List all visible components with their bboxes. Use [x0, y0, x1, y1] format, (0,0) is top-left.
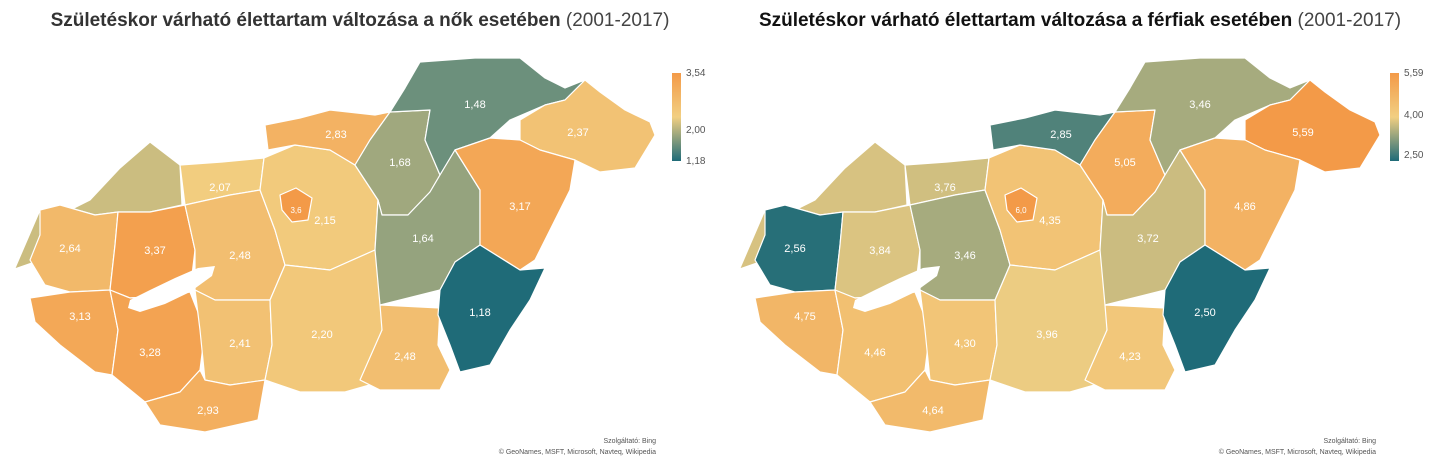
color-legend: 5,59 4,00 2,50: [1390, 68, 1440, 170]
county-value-label: 4,46: [864, 347, 885, 359]
map-title-years: (2001-2017): [1297, 10, 1402, 31]
county-value-label: 2,85: [1050, 129, 1071, 141]
county-value-label: 3,72: [1137, 233, 1158, 245]
county-value-label: 3,84: [869, 245, 890, 257]
county-value-label: 2,48: [229, 250, 250, 262]
county-value-label: 4,30: [954, 338, 975, 350]
map-provider-credit: Szolgáltató: Bing: [1323, 438, 1376, 445]
county-bacs[interactable]: [989, 249, 1111, 393]
county-hajdu[interactable]: [454, 137, 576, 271]
county-bacs[interactable]: [264, 249, 386, 393]
legend-max-label: 3,54: [686, 68, 706, 79]
county-value-label: 3,37: [144, 245, 165, 257]
county-value-label: 3,96: [1036, 329, 1057, 341]
legend-gradient-bar: [1390, 73, 1399, 161]
county-zala[interactable]: [754, 289, 844, 376]
county-value-label: 2,50: [1194, 307, 1215, 319]
county-baranya[interactable]: [869, 369, 991, 433]
county-value-label: 4,64: [922, 405, 943, 417]
lake-balaton: [128, 266, 215, 312]
county-budapest[interactable]: [1004, 187, 1038, 223]
lake-balaton: [853, 266, 940, 312]
county-value-label: 6,0: [1015, 206, 1027, 215]
county-value-label: 2,83: [325, 129, 346, 141]
county-baranya[interactable]: [144, 369, 266, 433]
county-value-label: 1,18: [469, 307, 490, 319]
county-csongrad[interactable]: [359, 304, 451, 391]
map-data-credit: © GeoNames, MSFT, Microsoft, Navteq, Wik…: [498, 449, 656, 456]
map-title-main: Születéskor várható élettartam változása…: [758, 10, 1293, 31]
county-value-label: 2,15: [314, 215, 335, 227]
county-value-label: 3,6: [290, 206, 302, 215]
county-value-label: 3,76: [934, 182, 955, 194]
legend-mid-label: 4,00: [1404, 110, 1424, 121]
county-hajdu[interactable]: [1179, 137, 1301, 271]
county-value-label: 3,46: [954, 250, 975, 262]
county-value-label: 2,48: [394, 351, 415, 363]
county-csongrad[interactable]: [1084, 304, 1176, 391]
choropleth-map: 3,81 3,76 2,56 3,84 3,46 4,75 4,46 4,30 4,64 4,35…: [736, 57, 1381, 433]
map-title: Születéskor várható élettartam változása…: [720, 10, 1440, 32]
county-value-label: 2,41: [229, 338, 250, 350]
county-value-label: 3,46: [1189, 99, 1210, 111]
county-layer: 3,81 3,76 2,56 3,84 3,46 4,75 4,46 4,30 4,64 4,35…: [736, 57, 1381, 433]
county-value-label: 2,64: [59, 243, 80, 255]
county-value-label: 3,28: [139, 347, 160, 359]
legend-min-label: 2,50: [1404, 150, 1424, 161]
county-value-label: 2,37: [567, 127, 588, 139]
county-bekes[interactable]: [1162, 244, 1271, 373]
county-value-label: 2,07: [209, 182, 230, 194]
map-data-credit: © GeoNames, MSFT, Microsoft, Navteq, Wik…: [1218, 449, 1376, 456]
county-value-label: 3,17: [509, 201, 530, 213]
legend-gradient-bar: [672, 73, 681, 161]
choropleth-map: 1,85 2,07 2,64 3,37 2,48 3,13 3,28 2,41 2,93 2,15…: [11, 57, 656, 433]
county-value-label: 1,85: [84, 173, 105, 185]
county-bekes[interactable]: [437, 244, 546, 373]
county-value-label: 4,23: [1119, 351, 1140, 363]
map-title-main: Születéskor várható élettartam változása…: [50, 10, 561, 31]
county-value-label: 4,35: [1039, 215, 1060, 227]
county-value-label: 2,93: [197, 405, 218, 417]
county-value-label: 5,59: [1292, 127, 1313, 139]
county-value-label: 4,86: [1234, 201, 1255, 213]
legend-min-label: 1,18: [686, 156, 706, 167]
map-title: Születéskor várható élettartam változása…: [0, 10, 720, 32]
county-layer: 1,85 2,07 2,64 3,37 2,48 3,13 3,28 2,41 2,93 2,15…: [11, 57, 656, 433]
county-value-label: 4,75: [794, 311, 815, 323]
map-provider-credit: Szolgáltató: Bing: [603, 438, 656, 445]
county-value-label: 3,81: [809, 173, 830, 185]
legend-mid-label: 2,00: [686, 125, 706, 136]
county-value-label: 1,68: [389, 157, 410, 169]
county-value-label: 3,13: [69, 311, 90, 323]
county-value-label: 1,64: [412, 233, 433, 245]
color-legend: 3,54 2,00 1,18: [672, 68, 742, 170]
map-panel-women: Születéskor várható élettartam változása…: [0, 10, 720, 456]
map-title-years: (2001-2017): [565, 10, 670, 31]
map-panel-men: Születéskor várható élettartam változása…: [720, 0, 1440, 467]
legend-max-label: 5,59: [1404, 68, 1424, 79]
county-value-label: 2,56: [784, 243, 805, 255]
county-value-label: 1,48: [464, 99, 485, 111]
county-budapest[interactable]: [279, 187, 313, 223]
county-value-label: 2,20: [311, 329, 332, 341]
county-value-label: 5,05: [1114, 157, 1135, 169]
county-zala[interactable]: [29, 289, 119, 376]
